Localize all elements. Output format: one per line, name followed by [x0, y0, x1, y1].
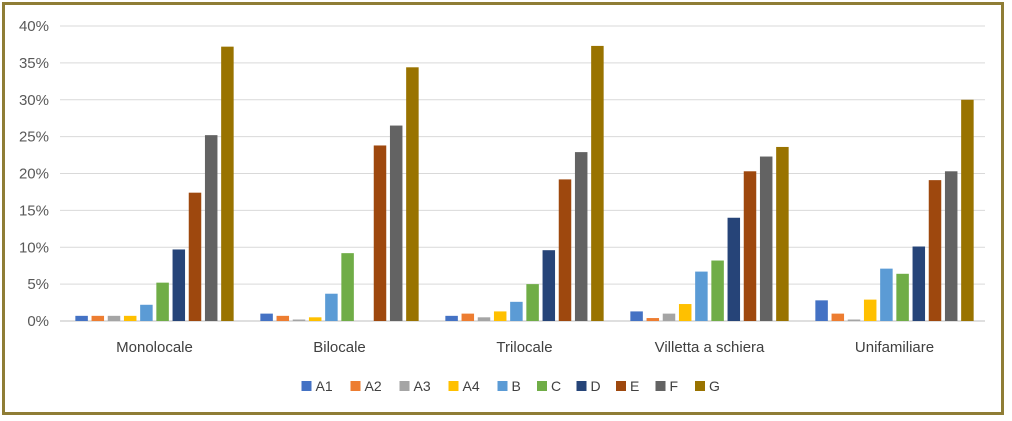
bar-c-3	[711, 260, 724, 321]
bar-a1-2	[445, 315, 458, 321]
legend-swatch	[448, 381, 459, 391]
bar-a2-4	[831, 313, 845, 321]
bar-f-0	[204, 135, 218, 321]
bar-c-2	[526, 284, 539, 321]
bar-a1-4	[815, 300, 828, 321]
bar-c-4	[896, 273, 909, 321]
category-label: Unifamiliare	[855, 339, 934, 356]
bar-f-3	[759, 156, 773, 321]
legend-item-g: G	[695, 378, 720, 394]
legend-item-b: B	[497, 378, 521, 394]
bar-g-1	[406, 67, 419, 321]
legend-item-e: E	[616, 378, 639, 394]
bar-d-4	[912, 246, 926, 321]
bar-g-2	[591, 45, 604, 321]
bars	[75, 45, 974, 322]
bar-b-2	[510, 301, 523, 321]
bar-e-1	[373, 145, 387, 321]
legend: A1 A2 A3 A4 B C D E F G	[301, 378, 720, 394]
bar-d-2	[542, 250, 556, 321]
bar-a3-0	[107, 315, 121, 321]
legend-swatch	[576, 381, 587, 391]
bar-a3-3	[662, 313, 676, 321]
bar-a1-3	[630, 311, 643, 321]
legend-swatch	[655, 381, 666, 391]
y-tick-label: 0%	[27, 313, 49, 330]
bar-a1-1	[260, 313, 273, 321]
bar-a4-0	[123, 315, 137, 321]
bar-a3-2	[477, 317, 491, 321]
legend-item-c: C	[537, 378, 561, 394]
legend-label: A4	[463, 378, 480, 394]
legend-label: A2	[365, 378, 382, 394]
legend-item-d: D	[576, 378, 601, 394]
legend-label: E	[630, 378, 639, 394]
legend-label: A1	[316, 378, 333, 394]
bar-f-2	[574, 152, 588, 321]
y-tick-label: 15%	[19, 202, 49, 219]
bar-a1-0	[75, 315, 88, 321]
bar-e-2	[558, 179, 572, 321]
bar-a2-2	[461, 313, 475, 321]
bar-a4-2	[493, 311, 507, 321]
bar-f-1	[389, 125, 403, 321]
y-tick-label: 40%	[19, 18, 49, 35]
y-tick-label: 35%	[19, 55, 49, 72]
legend-item-a3: A3	[399, 378, 431, 394]
bar-d-0	[172, 249, 186, 321]
bar-c-1	[341, 253, 354, 321]
y-axis-ticks: 0% 5% 10% 15% 20% 25% 30% 35% 40%	[19, 18, 49, 330]
legend-label: D	[591, 378, 601, 394]
legend-swatch	[537, 381, 547, 391]
bar-a4-3	[678, 304, 692, 321]
bar-a2-1	[276, 315, 290, 321]
y-tick-label: 10%	[19, 239, 49, 256]
y-tick-label: 20%	[19, 166, 49, 183]
category-label: Monolocale	[116, 339, 193, 356]
bar-a4-4	[863, 299, 877, 321]
legend-item-a1: A1	[301, 378, 333, 394]
legend-label: C	[551, 378, 561, 394]
legend-item-a4: A4	[448, 378, 480, 394]
legend-swatch	[301, 381, 312, 391]
legend-swatch	[616, 381, 626, 391]
bar-e-0	[188, 192, 202, 321]
category-label: Trilocale	[496, 339, 552, 356]
category-label: Villetta a schiera	[655, 339, 765, 356]
bar-g-3	[776, 146, 789, 321]
legend-swatch	[695, 381, 705, 391]
bar-b-1	[325, 293, 338, 321]
bar-a3-4	[847, 319, 861, 321]
bar-d-3	[727, 217, 741, 321]
bar-b-0	[140, 304, 153, 321]
y-tick-label: 25%	[19, 129, 49, 146]
legend-swatch	[399, 381, 410, 391]
bar-a2-0	[91, 315, 105, 321]
bar-f-4	[944, 171, 958, 321]
bar-a3-1	[292, 319, 306, 321]
legend-item-a2: A2	[350, 378, 382, 394]
bar-a2-3	[646, 318, 660, 321]
bar-a4-1	[308, 317, 322, 321]
bar-g-4	[961, 99, 974, 321]
legend-swatch	[350, 381, 361, 391]
bar-e-3	[743, 171, 757, 321]
legend-label: F	[670, 378, 679, 394]
y-tick-label: 5%	[27, 276, 49, 293]
legend-label: G	[709, 378, 720, 394]
bar-e-4	[928, 180, 942, 321]
bar-b-4	[880, 268, 893, 321]
x-axis-categories: Monolocale Bilocale Trilocale Villetta a sc…	[116, 339, 934, 356]
y-tick-label: 30%	[19, 92, 49, 109]
bar-g-0	[221, 46, 234, 322]
legend-item-f: F	[655, 378, 679, 394]
bar-c-0	[156, 282, 169, 321]
legend-label: B	[512, 378, 521, 394]
legend-swatch	[497, 381, 508, 391]
bar-b-3	[695, 271, 708, 321]
chart-frame	[2, 2, 1004, 415]
category-label: Bilocale	[313, 339, 366, 356]
legend-label: A3	[414, 378, 431, 394]
